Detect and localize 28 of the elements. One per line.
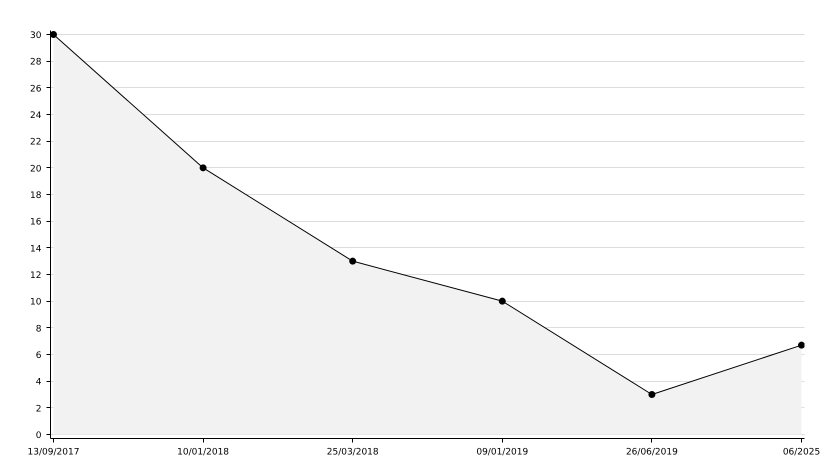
x-tick-label: 26/06/2019 bbox=[626, 448, 678, 458]
x-tick-label: 25/03/2018 bbox=[326, 448, 379, 458]
y-tick-label: 0 bbox=[36, 431, 42, 441]
y-tick-label: 18 bbox=[30, 191, 42, 201]
y-tick-label: 2 bbox=[36, 404, 42, 414]
y-tick-label: 30 bbox=[30, 31, 42, 41]
y-tick-label: 12 bbox=[30, 271, 42, 281]
point bbox=[648, 391, 656, 398]
y-tick-label: 24 bbox=[30, 111, 42, 121]
y-tick-label: 16 bbox=[30, 218, 42, 228]
y-tick-label: 6 bbox=[36, 351, 42, 361]
y-tick-label: 8 bbox=[36, 324, 42, 334]
x-tick-label: 10/01/2018 bbox=[177, 448, 230, 458]
y-tick-label: 4 bbox=[36, 378, 42, 388]
x-tick-label: 06/2025 bbox=[782, 448, 820, 458]
y-tick-label: 28 bbox=[30, 58, 42, 68]
x-tick-label: 13/09/2017 bbox=[28, 448, 80, 458]
y-tick-label: 20 bbox=[30, 164, 42, 174]
y-tick-label: 14 bbox=[30, 244, 42, 254]
point bbox=[50, 31, 57, 38]
point bbox=[349, 258, 356, 265]
y-tick-label: 10 bbox=[30, 298, 42, 308]
y-tick-label: 26 bbox=[30, 84, 42, 94]
point bbox=[498, 298, 506, 305]
y-tick-label: 22 bbox=[30, 138, 42, 148]
point bbox=[200, 164, 207, 172]
x-tick-label: 09/01/2019 bbox=[476, 448, 529, 458]
point bbox=[798, 342, 804, 349]
